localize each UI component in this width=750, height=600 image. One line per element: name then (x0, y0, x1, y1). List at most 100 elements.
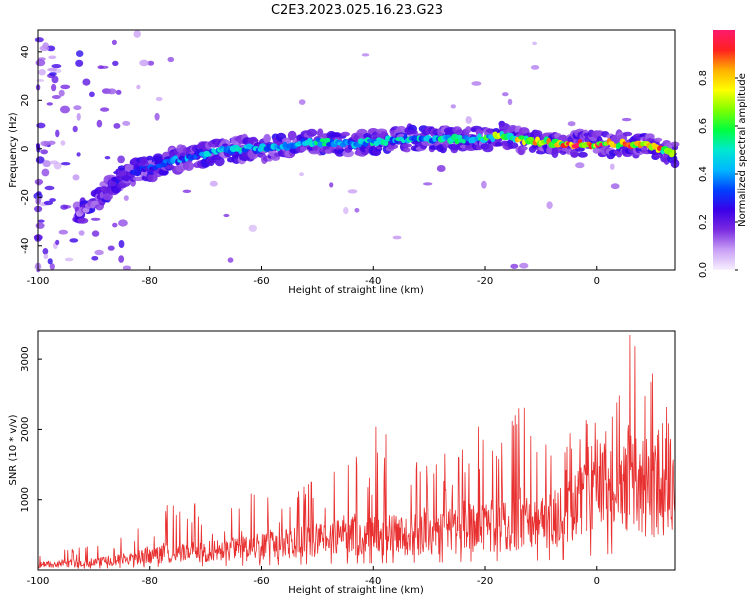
heatmap-cell (91, 230, 100, 237)
heatmap-cell (39, 45, 50, 52)
heatmap-cell (51, 83, 57, 92)
y-tick-label: -20 (20, 189, 31, 205)
heatmap-cell (82, 78, 91, 86)
heatmap-cell (507, 98, 513, 106)
heatmap-cell (519, 262, 529, 269)
heatmap-cell (610, 183, 620, 190)
heatmap-cell (96, 119, 103, 128)
heatmap-cell (47, 67, 57, 72)
snr-panel: -100 -80 -60 -40 -20 0 1000 2000 3000 Height of… (8, 330, 676, 596)
heatmap-cell (41, 168, 50, 177)
heatmap-cell (481, 180, 487, 189)
heatmap-cell (60, 140, 66, 146)
heatmap-cell (48, 55, 57, 60)
heatmap-cell (72, 125, 78, 133)
heatmap-cell (122, 265, 132, 271)
snr-plot-area (38, 331, 675, 570)
heatmap-cell (36, 79, 45, 82)
heatmap-cell (354, 208, 360, 213)
heatmap-cell (465, 126, 472, 134)
heatmap-cell (37, 219, 45, 223)
heatmap-cell (58, 229, 68, 235)
x-tick-label: -20 (477, 576, 493, 587)
heatmap-cell (60, 105, 70, 114)
heatmap-cell (51, 64, 62, 69)
heatmap-cell (49, 160, 59, 165)
heatmap-cell (46, 102, 53, 106)
heatmap-cell (75, 59, 84, 67)
x-tick-label: -80 (142, 276, 158, 287)
heatmap-cell (223, 213, 230, 218)
y-tick-label: 40 (20, 45, 31, 58)
snr-y-axis-label: SNR (10 * v/v) (8, 414, 19, 485)
heatmap-cell (207, 157, 215, 167)
heatmap-cell (329, 182, 334, 188)
heatmap-cell (654, 137, 663, 142)
heatmap-cell (567, 121, 576, 127)
heatmap-cell (76, 152, 81, 157)
heatmap-cell (34, 178, 44, 185)
heatmap-cell (363, 133, 373, 139)
heatmap-cell (154, 112, 160, 121)
heatmap-cell (423, 182, 433, 186)
snr-series-line (37, 334, 676, 569)
heatmap-cell (182, 189, 192, 193)
heatmap-cell (387, 143, 399, 150)
heatmap-cell (510, 263, 519, 269)
heatmap-cell (133, 170, 142, 177)
heatmap-cell (557, 136, 570, 141)
heatmap-cell (227, 257, 234, 263)
heatmap-cell (155, 96, 163, 102)
spectrogram-x-axis-label: Height of straight line (km) (288, 285, 424, 296)
x-tick-label: 0 (594, 276, 600, 287)
x-tick-label: -100 (27, 276, 50, 287)
heatmap-cell (122, 120, 131, 126)
heatmap-cell (73, 105, 82, 111)
heatmap-cell (471, 81, 482, 86)
heatmap-cell (49, 198, 56, 202)
x-tick-label: -20 (477, 276, 493, 287)
heatmap-cell (43, 200, 54, 206)
heatmap-cell (123, 195, 129, 201)
heatmap-cell (91, 255, 99, 261)
heatmap-cell (401, 143, 412, 148)
heatmap-cell (392, 235, 402, 240)
spectrogram-x-ticks: -100 -80 -60 -40 -20 0 (27, 266, 600, 287)
y-tick-label: -40 (20, 238, 31, 254)
colorbar-tick-label: 0.0 (698, 262, 709, 278)
heatmap-cell (622, 131, 633, 137)
x-tick-label: -40 (365, 276, 381, 287)
heatmap-cell (520, 146, 528, 151)
heatmap-cell (99, 191, 104, 199)
heatmap-cell (118, 219, 128, 227)
heatmap-cell (118, 240, 125, 248)
snr-y-ticks: 1000 2000 3000 (20, 346, 42, 512)
spectrogram-panel: -100 -80 -60 -40 -20 0 -40 -20 0 20 40 Height of … (8, 29, 680, 296)
heatmap-cell (72, 201, 82, 210)
heatmap-cell (361, 53, 370, 57)
figure-title: C2E3.2023.025.16.23.G23 (271, 3, 443, 18)
heatmap-cell (465, 116, 472, 124)
x-tick-label: -80 (142, 576, 158, 587)
heatmap-cell (106, 186, 111, 193)
heatmap-cell (106, 88, 117, 95)
colorbar-tick-label: 0.2 (698, 214, 709, 230)
heatmap-cell (382, 139, 389, 147)
heatmap-cell (317, 140, 325, 148)
heatmap-cell (77, 217, 89, 224)
heatmap-cell (49, 72, 57, 76)
heatmap-cell (147, 60, 155, 66)
heatmap-cell (111, 39, 117, 46)
y-tick-label: 3000 (20, 346, 31, 371)
heatmap-cell (109, 182, 117, 187)
heatmap-cell (139, 59, 149, 67)
heatmap-cell (102, 193, 113, 201)
spectrogram-y-ticks: -40 -20 0 20 40 (20, 45, 42, 254)
heatmap-cell (64, 257, 74, 262)
heatmap-cell (42, 248, 49, 255)
heatmap-cell (396, 125, 407, 134)
heatmap-cell (115, 89, 122, 95)
colorbar-tick-label: 0.8 (698, 70, 709, 86)
heatmap-cell (36, 122, 46, 129)
heatmap-cell (533, 130, 543, 138)
